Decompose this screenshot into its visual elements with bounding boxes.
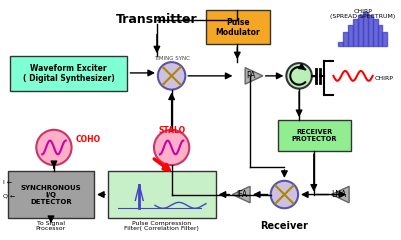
Text: COHO: COHO xyxy=(76,135,101,144)
Text: Receiver: Receiver xyxy=(261,221,308,231)
Text: I ←: I ← xyxy=(3,180,12,185)
Text: TIMING SYNC: TIMING SYNC xyxy=(154,56,190,61)
Text: PA: PA xyxy=(246,71,256,80)
Polygon shape xyxy=(233,186,250,203)
Text: RECEIVER
PROTECTOR: RECEIVER PROTECTOR xyxy=(292,129,337,142)
Text: Transmitter: Transmitter xyxy=(116,13,198,26)
FancyBboxPatch shape xyxy=(10,56,128,90)
Circle shape xyxy=(36,130,72,165)
Text: To Signal
Processor: To Signal Processor xyxy=(36,221,66,231)
Text: Pulse Compression
Filter( Correlation Filter): Pulse Compression Filter( Correlation Fi… xyxy=(124,221,199,231)
Circle shape xyxy=(154,130,189,165)
FancyBboxPatch shape xyxy=(8,171,94,218)
Circle shape xyxy=(158,62,185,90)
Text: Pulse
Modulator: Pulse Modulator xyxy=(215,18,260,37)
Polygon shape xyxy=(245,68,263,84)
Circle shape xyxy=(271,181,298,208)
Text: STALO: STALO xyxy=(158,126,185,135)
Text: Waveform Exciter
( Digital Synthesizer): Waveform Exciter ( Digital Synthesizer) xyxy=(23,64,115,83)
Text: SYNCHRONOUS
I/Q
DETECTOR: SYNCHRONOUS I/Q DETECTOR xyxy=(21,185,81,204)
FancyBboxPatch shape xyxy=(108,171,216,218)
Text: Q ←: Q ← xyxy=(3,194,15,199)
Text: CHIRP: CHIRP xyxy=(375,76,393,81)
FancyBboxPatch shape xyxy=(277,120,351,151)
FancyBboxPatch shape xyxy=(206,10,270,44)
Text: IFA: IFA xyxy=(237,190,248,199)
Circle shape xyxy=(286,63,312,89)
Polygon shape xyxy=(332,186,349,203)
Text: LNA: LNA xyxy=(332,190,347,199)
Text: CHIRP
(SPREAD SPECTRUM): CHIRP (SPREAD SPECTRUM) xyxy=(330,9,395,19)
